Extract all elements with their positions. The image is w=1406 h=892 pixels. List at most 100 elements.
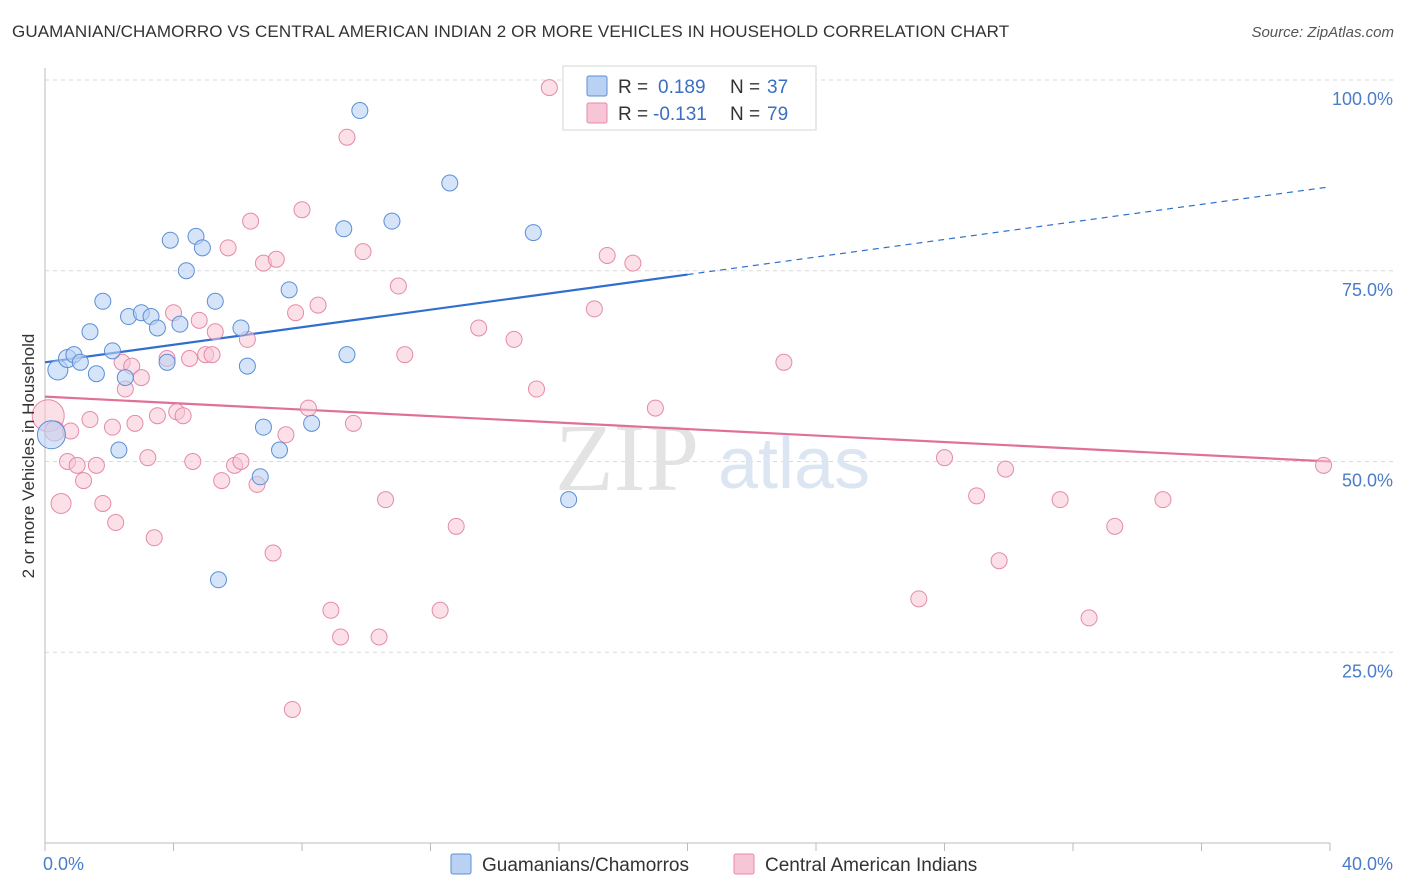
watermark-atlas: atlas [718,424,870,504]
y-tick-label: 25.0% [1342,661,1393,681]
point-central-american-indian [174,407,192,425]
point-guamanian-chamorro [238,357,256,375]
point-central-american-indian [431,601,449,619]
point-central-american-indian [344,414,362,432]
point-central-american-indian [299,399,317,417]
trend-line-guamanians [44,273,688,364]
point-central-american-indian [139,449,157,467]
legend-n-label-a: N = [730,77,760,98]
points-central-american-indians [31,79,1333,718]
point-central-american-indian [145,529,163,547]
trend-lines [44,186,1331,463]
point-central-american-indian [775,353,793,371]
y-axis-label: 2 or more Vehicles in Household [19,334,38,579]
point-central-american-indian [103,418,121,436]
series-legend-label-b: Central American Indians [765,855,977,876]
point-central-american-indian [219,239,237,257]
point-central-american-indian [283,700,301,718]
point-guamanian-chamorro [232,319,250,337]
point-central-american-indian [190,311,208,329]
point-central-american-indian [910,590,928,608]
legend-r-label-b: R = [618,104,648,125]
point-central-american-indian [540,79,558,97]
point-central-american-indian [50,492,72,514]
point-guamanian-chamorro [441,174,459,192]
point-central-american-indian [968,487,986,505]
legend-n-value-b: 79 [767,104,788,125]
point-central-american-indian [396,346,414,364]
source-credit: Source: ZipAtlas.com [1251,24,1394,41]
point-central-american-indian [646,399,664,417]
point-guamanian-chamorro [171,315,189,333]
point-central-american-indian [132,369,150,387]
point-central-american-indian [322,601,340,619]
point-central-american-indian [87,456,105,474]
point-central-american-indian [377,491,395,509]
point-central-american-indian [184,453,202,470]
point-guamanian-chamorro [87,365,105,383]
point-central-american-indian [75,472,93,490]
point-guamanian-chamorro [158,353,176,371]
point-central-american-indian [370,628,388,646]
point-central-american-indian [997,460,1015,478]
point-central-american-indian [213,472,231,490]
trend-line-central-american-indians [44,395,1331,463]
series-legend-swatch-blue [450,853,472,875]
point-central-american-indian [232,453,250,470]
legend-swatch-blue [586,75,608,97]
point-central-american-indian [389,277,407,295]
y-tick-label: 50.0% [1342,471,1393,491]
point-central-american-indian [338,128,356,146]
point-central-american-indian [447,517,465,535]
point-central-american-indian [470,319,488,337]
point-central-american-indian [332,628,350,646]
point-central-american-indian [181,349,199,367]
point-central-american-indian [287,304,305,322]
point-central-american-indian [1315,456,1333,474]
point-central-american-indian [94,494,112,512]
point-central-american-indian [242,212,260,230]
trend-line-guamanians-extension [687,186,1331,276]
legend-n-value-a: 37 [767,77,788,98]
point-guamanian-chamorro [303,414,321,432]
point-guamanian-chamorro [193,239,211,257]
point-guamanian-chamorro [280,281,298,299]
point-guamanian-chamorro [271,441,289,459]
point-central-american-indian [293,201,311,219]
point-central-american-indian [126,414,144,432]
point-guamanian-chamorro [560,491,578,509]
point-guamanian-chamorro [161,231,179,249]
point-guamanian-chamorro [148,319,166,337]
point-central-american-indian [264,544,282,562]
point-central-american-indian [107,514,125,532]
point-guamanian-chamorro [524,224,542,242]
point-guamanian-chamorro [254,418,272,436]
point-guamanian-chamorro [206,292,224,310]
watermark-zip: ZIP [555,404,699,511]
point-guamanian-chamorro [335,220,353,238]
y-tick-labels: 25.0% 50.0% 75.0% 100.0% [1332,89,1393,681]
point-guamanian-chamorro [36,420,66,450]
point-guamanian-chamorro [351,102,369,120]
y-tick-label: 75.0% [1342,280,1393,300]
point-guamanian-chamorro [383,212,401,230]
legend-r-value-a: 0.189 [658,77,706,98]
point-guamanian-chamorro [103,342,121,360]
series-legend: Guamanians/Chamorros Central American In… [450,853,977,876]
series-legend-label-a: Guamanians/Chamorros [482,855,689,876]
point-central-american-indian [81,411,99,429]
point-guamanian-chamorro [71,353,89,371]
point-guamanian-chamorro [81,323,99,341]
x-tick-label-max: 40.0% [1342,854,1393,874]
series-legend-swatch-pink [733,853,755,875]
point-central-american-indian [68,456,86,474]
point-guamanian-chamorro [177,262,195,280]
point-central-american-indian [505,330,523,348]
point-central-american-indian [277,426,295,444]
point-central-american-indian [598,246,616,264]
point-central-american-indian [1106,517,1124,535]
points-guamanians-chamorros [36,102,578,589]
legend-r-label-a: R = [618,77,648,98]
point-central-american-indian [624,254,642,272]
